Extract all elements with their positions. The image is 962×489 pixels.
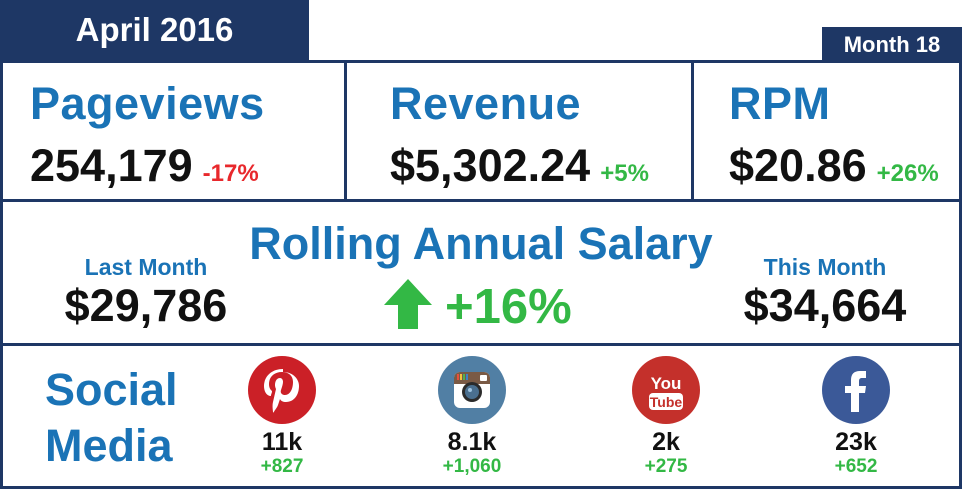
rpm-value: $20.86 +26% bbox=[729, 140, 939, 192]
this-month-label: This Month bbox=[763, 254, 887, 280]
revenue-label: Revenue bbox=[390, 78, 582, 129]
instagram-icon[interactable] bbox=[438, 356, 506, 424]
youtube-icon-text-bottom: Tube bbox=[650, 394, 683, 410]
youtube-icon[interactable]: You Tube bbox=[632, 356, 700, 424]
last-month-value: $29,786 bbox=[64, 280, 228, 331]
social-card: Social Media 11k +827 bbox=[0, 343, 962, 489]
revenue-value: $5,302.24 +5% bbox=[390, 140, 649, 192]
pinterest-change: +827 bbox=[260, 456, 304, 477]
social-title: Social Media bbox=[45, 362, 178, 474]
rpm-change: +26% bbox=[876, 160, 939, 187]
instagram-change: +1,060 bbox=[442, 456, 502, 477]
this-month-value: $34,664 bbox=[743, 280, 907, 331]
social-title-line2: Media bbox=[45, 420, 173, 471]
facebook-change: +652 bbox=[834, 456, 878, 477]
month-badge: Month 18 bbox=[822, 27, 962, 63]
last-month-label: Last Month bbox=[84, 254, 208, 280]
pageviews-value: 254,179 -17% bbox=[30, 140, 259, 192]
rpm-label: RPM bbox=[729, 78, 831, 129]
page-title: April 2016 bbox=[0, 0, 309, 63]
social-item-instagram: 8.1k +1,060 bbox=[402, 356, 542, 478]
youtube-change: +275 bbox=[644, 456, 688, 477]
pinterest-icon[interactable] bbox=[248, 356, 316, 424]
rpm-card: RPM $20.86 +26% bbox=[691, 60, 962, 202]
social-item-pinterest: 11k +827 bbox=[212, 356, 352, 478]
social-title-line1: Social bbox=[45, 364, 178, 415]
youtube-count: 2k bbox=[652, 428, 680, 456]
facebook-icon[interactable] bbox=[822, 356, 890, 424]
revenue-number: $5,302.24 bbox=[390, 140, 591, 191]
pageviews-label: Pageviews bbox=[30, 78, 265, 129]
up-arrow-icon bbox=[384, 279, 432, 329]
pageviews-change: -17% bbox=[202, 160, 259, 187]
pageviews-number: 254,179 bbox=[30, 140, 193, 191]
instagram-count: 8.1k bbox=[447, 428, 497, 456]
facebook-count: 23k bbox=[835, 428, 877, 456]
pinterest-count: 11k bbox=[261, 428, 303, 456]
salary-title: Rolling Annual Salary bbox=[249, 218, 713, 269]
revenue-card: Revenue $5,302.24 +5% bbox=[344, 60, 694, 202]
youtube-icon-text-top: You bbox=[651, 374, 682, 393]
revenue-change: +5% bbox=[600, 160, 649, 187]
social-item-youtube: You Tube 2k +275 bbox=[596, 356, 736, 478]
salary-card: Rolling Annual Salary Last Month $29,786… bbox=[0, 199, 962, 346]
pageviews-card: Pageviews 254,179 -17% bbox=[0, 60, 347, 202]
salary-change: +16% bbox=[445, 280, 572, 334]
social-item-facebook: 23k +652 bbox=[786, 356, 926, 478]
rpm-number: $20.86 bbox=[729, 140, 867, 191]
